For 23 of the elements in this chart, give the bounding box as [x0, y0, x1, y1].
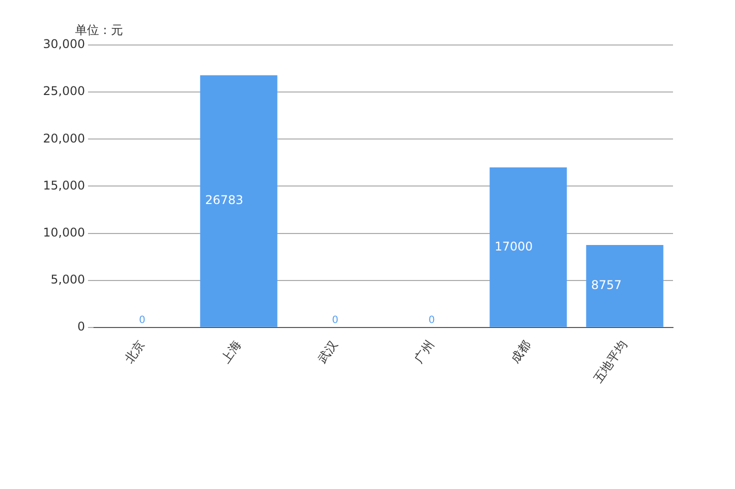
- y-axis-title: 单位：元: [75, 23, 123, 38]
- data-label: 0: [139, 315, 146, 326]
- y-tick-label: 5,000: [50, 272, 85, 286]
- y-tick-label: 20,000: [42, 131, 85, 146]
- data-label: 8757: [591, 278, 622, 292]
- y-tick-label: 15,000: [42, 178, 85, 192]
- y-tick-label: 25,000: [42, 84, 85, 98]
- x-tick-label: 广州: [412, 338, 437, 366]
- data-label: 0: [428, 315, 435, 326]
- data-label: 0: [332, 315, 338, 326]
- bar: [490, 167, 567, 327]
- data-label: 17000: [494, 239, 533, 254]
- x-tick-label: 武汉: [315, 338, 340, 366]
- y-tick-label: 0: [77, 320, 85, 334]
- bar: [200, 75, 278, 327]
- bar: [586, 244, 664, 327]
- x-tick-label: 五地平均: [590, 338, 630, 386]
- x-tick-label: 上海: [218, 338, 244, 366]
- x-tick-label: 北京: [122, 338, 148, 366]
- y-tick-label: 30,000: [42, 37, 85, 52]
- y-tick-label: 10,000: [42, 225, 85, 240]
- data-label: 26783: [205, 193, 244, 208]
- x-tick-label: 成都: [508, 338, 534, 366]
